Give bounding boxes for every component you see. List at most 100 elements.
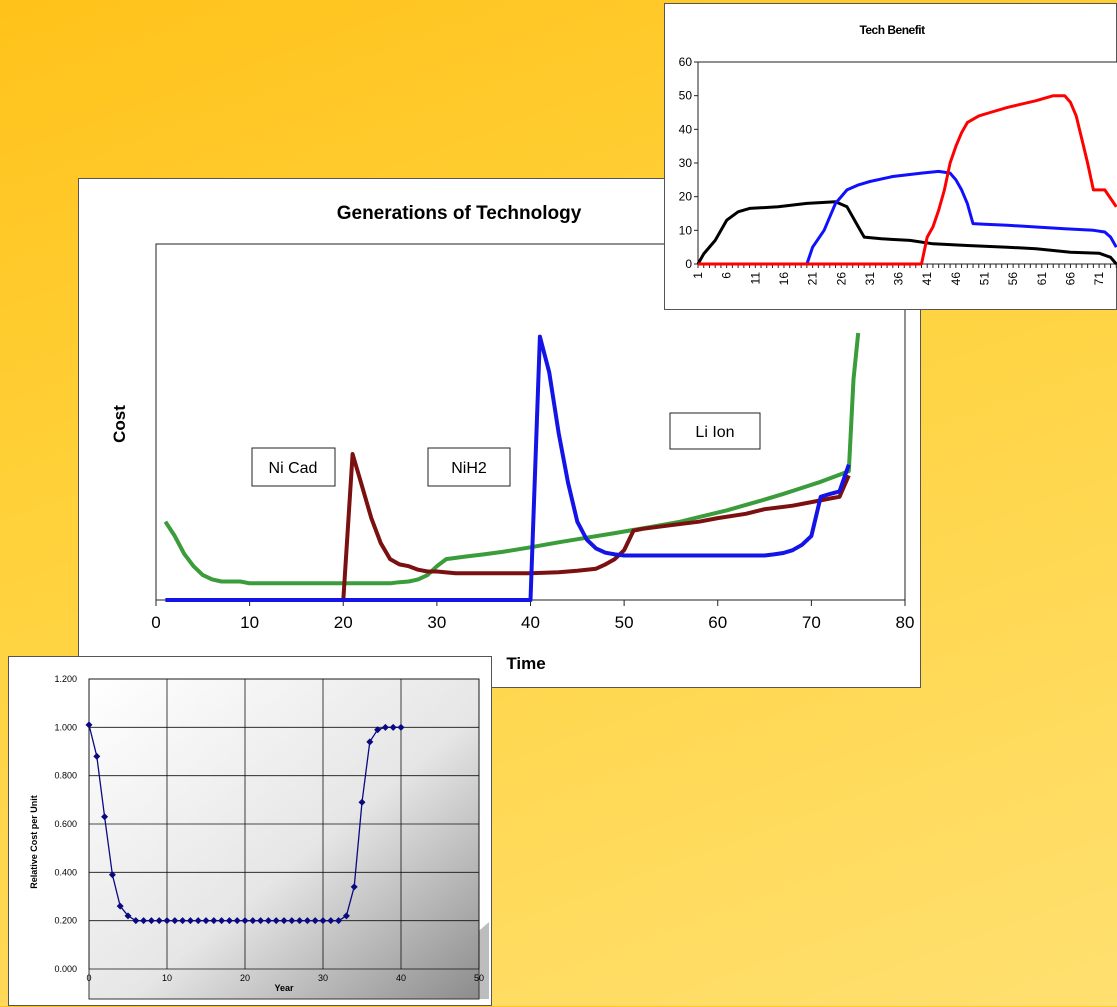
relative-cost-x-tick-label: 0 xyxy=(86,973,91,983)
tech-benefit-x-tick-label: 6 xyxy=(720,272,734,279)
tech-benefit-x-tick-label: 46 xyxy=(949,272,963,286)
relative-cost-point xyxy=(241,917,249,925)
tech-benefit-x-tick-label: 1 xyxy=(691,272,705,279)
generations-x-tick-label: 60 xyxy=(708,613,727,632)
relative-cost-x-tick-label: 10 xyxy=(162,973,172,983)
annotation-liion: Li Ion xyxy=(695,424,734,441)
relative-cost-point xyxy=(358,798,366,806)
relative-cost-point xyxy=(124,912,132,920)
tech-benefit-x-tick-label: 51 xyxy=(978,272,992,286)
tech-benefit-y-tick-label: 30 xyxy=(679,156,693,170)
relative-cost-y-tick-label: 0.800 xyxy=(54,771,77,781)
relative-cost-point xyxy=(179,917,187,925)
relative-cost-y-tick-label: 0.200 xyxy=(54,916,77,926)
relative-cost-point xyxy=(140,917,148,925)
relative-cost-x-tick-label: 30 xyxy=(318,973,328,983)
tech-benefit-series-line-1 xyxy=(801,169,1117,266)
tech-benefit-x-tick-label: 71 xyxy=(1092,272,1106,286)
tech-benefit-x-tick-label: 36 xyxy=(892,272,906,286)
relative-cost-point xyxy=(147,917,155,925)
relative-cost-point xyxy=(101,813,109,821)
relative-cost-point xyxy=(342,912,350,920)
relative-cost-point xyxy=(327,917,335,925)
tech-benefit-x-tick-label: 61 xyxy=(1035,272,1049,286)
tech-benefit-x-tick-label: 66 xyxy=(1063,272,1077,286)
relative-cost-x-axis-label: Year xyxy=(274,983,294,993)
relative-cost-point xyxy=(225,917,233,925)
relative-cost-point xyxy=(257,917,265,925)
relative-cost-chart-panel: 0.000 0.200 0.400 0.600 0.800 1.000 1.200 0 10 20… xyxy=(8,656,492,1006)
relative-cost-point xyxy=(280,917,288,925)
generations-x-tick-label: 0 xyxy=(151,613,160,632)
tech-benefit-series-line-2 xyxy=(698,94,1117,266)
annotation-nih2: NiH2 xyxy=(451,460,487,477)
generations-series-line-1 xyxy=(341,452,851,601)
generations-x-tick-label: 30 xyxy=(427,613,446,632)
relative-cost-point xyxy=(303,917,311,925)
relative-cost-y-tick-label: 0.600 xyxy=(54,819,77,829)
relative-cost-point xyxy=(202,917,210,925)
relative-cost-point xyxy=(319,917,327,925)
relative-cost-point xyxy=(85,721,93,729)
relative-cost-y-tick-label: 1.000 xyxy=(54,722,77,732)
relative-cost-point xyxy=(171,917,179,925)
relative-cost-point xyxy=(374,726,382,734)
relative-cost-point xyxy=(366,738,374,746)
relative-cost-point xyxy=(264,917,272,925)
relative-cost-point xyxy=(155,917,163,925)
relative-cost-point xyxy=(210,917,218,925)
tech-benefit-y-tick-label: 40 xyxy=(679,122,693,136)
relative-cost-point xyxy=(186,917,194,925)
relative-cost-point xyxy=(116,902,124,910)
relative-cost-x-tick-label: 50 xyxy=(474,973,484,983)
generations-x-tick-label: 20 xyxy=(334,613,353,632)
tech-benefit-y-tick-label: 20 xyxy=(679,190,693,204)
relative-cost-point xyxy=(311,917,319,925)
relative-cost-point xyxy=(108,871,116,879)
relative-cost-point xyxy=(132,917,140,925)
tech-benefit-plot-area xyxy=(697,61,1117,265)
annotation-box-nih2 xyxy=(427,447,511,487)
relative-cost-point xyxy=(218,917,226,925)
annotation-nicad: Ni Cad xyxy=(269,460,318,477)
relative-cost-x-tick-label: 40 xyxy=(396,973,406,983)
tech-benefit-x-tick-label: 26 xyxy=(834,272,848,286)
relative-cost-point xyxy=(272,917,280,925)
relative-cost-plot-area xyxy=(88,678,480,1000)
tech-benefit-x-tick-label: 41 xyxy=(920,272,934,286)
tech-benefit-y-tick-label: 0 xyxy=(685,257,692,271)
tech-benefit-x-tick-label: 16 xyxy=(777,272,791,286)
relative-cost-point xyxy=(389,723,397,731)
generations-series-line-2 xyxy=(165,334,851,602)
relative-cost-point xyxy=(381,723,389,731)
annotation-box-nicad xyxy=(251,447,336,487)
generations-x-tick-label: 70 xyxy=(802,613,821,632)
relative-cost-point xyxy=(288,917,296,925)
relative-cost-point xyxy=(163,917,171,925)
tech-benefit-x-tick-label: 21 xyxy=(806,272,820,286)
generations-y-axis-label: Cost xyxy=(110,405,129,443)
relative-cost-y-tick-label: 1.200 xyxy=(54,674,77,684)
tech-benefit-title: Tech Benefit xyxy=(859,23,925,37)
relative-cost-point xyxy=(335,917,343,925)
relative-cost-point xyxy=(93,752,101,760)
tech-benefit-y-tick-label: 10 xyxy=(679,223,693,237)
generations-x-tick-label: 50 xyxy=(615,613,634,632)
generations-x-axis-label: Time xyxy=(506,654,545,673)
generations-chart-svg: Generations of Technology Cost Time 0 10 2… xyxy=(110,203,915,673)
tech-benefit-series-line-0 xyxy=(696,200,1117,265)
annotation-box-liion xyxy=(669,412,761,450)
relative-cost-y-tick-label: 0.400 xyxy=(54,867,77,877)
generations-x-tick-label: 80 xyxy=(896,613,915,632)
relative-cost-point xyxy=(296,917,304,925)
tech-benefit-x-tick-label: 56 xyxy=(1006,272,1020,286)
tech-benefit-x-tick-label: 31 xyxy=(863,272,877,286)
relative-cost-point xyxy=(350,883,358,891)
tech-benefit-y-tick-label: 60 xyxy=(679,55,693,69)
generations-x-tick-label: 10 xyxy=(240,613,259,632)
generations-chart-title: Generations of Technology xyxy=(337,203,582,224)
generations-series-line-0 xyxy=(163,332,861,586)
relative-cost-x-tick-label: 20 xyxy=(240,973,250,983)
relative-cost-y-axis-label: Relative Cost per Unit xyxy=(29,795,39,889)
